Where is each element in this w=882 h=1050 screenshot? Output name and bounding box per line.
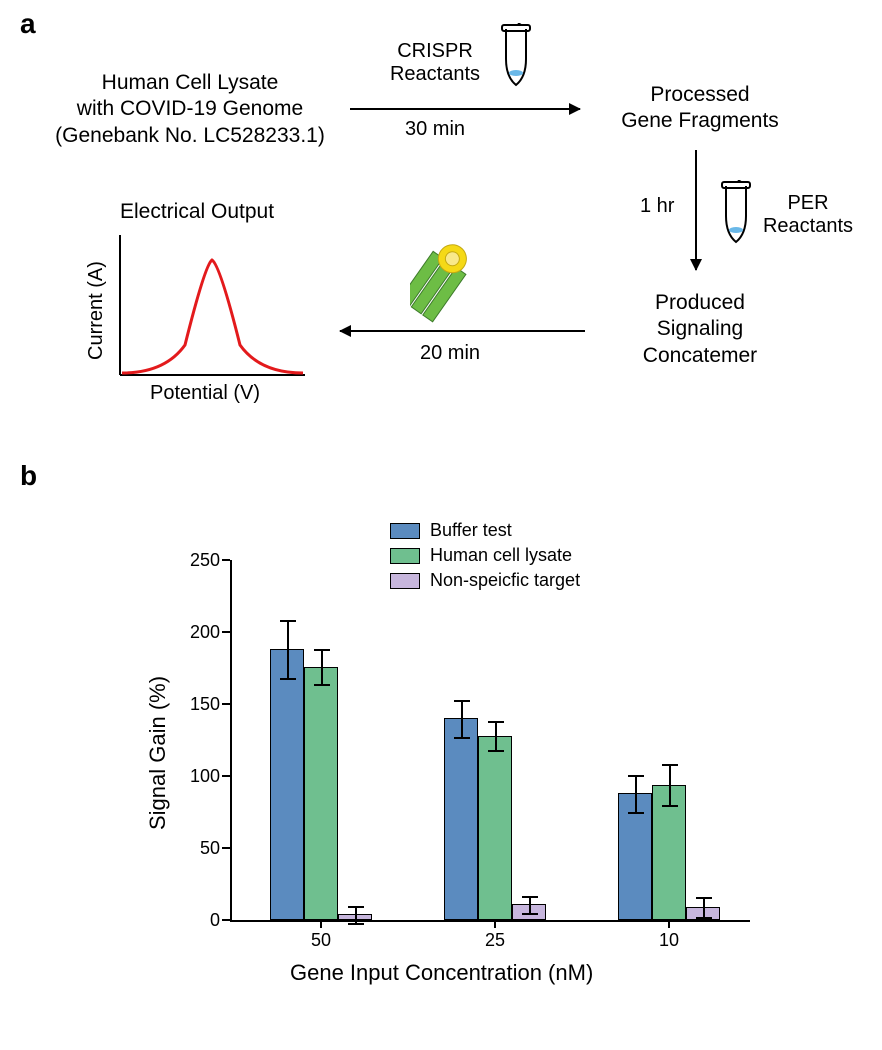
y-tick <box>222 559 230 561</box>
processed-text: Processed Gene Fragments <box>600 82 800 135</box>
error-cap <box>348 906 364 908</box>
x-tick-label: 25 <box>475 930 515 951</box>
y-tick <box>222 631 230 633</box>
error-bar <box>495 721 497 750</box>
error-bar <box>355 906 357 923</box>
y-tick-label: 150 <box>170 694 220 715</box>
error-cap <box>280 620 296 622</box>
y-axis <box>230 560 232 920</box>
bar <box>270 649 304 920</box>
error-bar <box>703 897 705 917</box>
error-cap <box>696 917 712 919</box>
x-tick <box>320 920 322 928</box>
panel-a-label: a <box>20 8 36 40</box>
y-tick <box>222 703 230 705</box>
arrow-crispr <box>350 108 580 110</box>
per-line2: Reactants <box>758 215 858 238</box>
y-tick <box>222 775 230 777</box>
y-tick-label: 50 <box>170 838 220 859</box>
processed-line1: Processed <box>600 82 800 108</box>
error-bar <box>287 620 289 678</box>
y-tick <box>222 919 230 921</box>
electrical-output-title: Electrical Output <box>120 200 274 224</box>
crispr-label: CRISPR Reactants <box>380 40 490 86</box>
produced-line1: Produced <box>600 290 800 316</box>
error-cap <box>488 750 504 752</box>
error-cap <box>522 913 538 915</box>
y-tick <box>222 847 230 849</box>
y-tick-label: 250 <box>170 550 220 571</box>
x-tick <box>494 920 496 928</box>
lysate-line2: with COVID-19 Genome <box>40 96 340 122</box>
chart-xlabel: Gene Input Concentration (nM) <box>290 960 593 986</box>
x-tick-label: 50 <box>301 930 341 951</box>
error-cap <box>488 721 504 723</box>
error-cap <box>628 775 644 777</box>
error-cap <box>314 649 330 651</box>
per-label: PER Reactants <box>758 192 858 238</box>
error-cap <box>696 897 712 899</box>
processed-line2: Gene Fragments <box>600 108 800 134</box>
crispr-line1: CRISPR <box>380 40 490 63</box>
per-line1: PER <box>758 192 858 215</box>
signal-gain-chart: 050100150200250 502510 <box>160 560 760 960</box>
error-cap <box>454 737 470 739</box>
lysate-line1: Human Cell Lysate <box>40 70 340 96</box>
tube-icon-per <box>718 180 754 240</box>
lysate-text: Human Cell Lysate with COVID-19 Genome (… <box>40 70 340 149</box>
error-cap <box>314 684 330 686</box>
error-bar <box>529 896 531 913</box>
produced-text: Produced Signaling Concatemer <box>600 290 800 369</box>
arrow-electrode <box>340 330 585 332</box>
bar <box>478 736 512 920</box>
legend-row-buffer: Buffer test <box>390 520 580 541</box>
tube-icon-crispr <box>498 23 534 83</box>
y-tick-label: 0 <box>170 910 220 931</box>
electrode-icon <box>410 243 480 330</box>
curve-xlabel: Potential (V) <box>150 382 260 405</box>
error-cap <box>662 805 678 807</box>
label-1hr: 1 hr <box>640 195 674 218</box>
error-cap <box>348 923 364 925</box>
x-tick-label: 10 <box>649 930 689 951</box>
bar <box>444 718 478 920</box>
error-cap <box>628 812 644 814</box>
error-cap <box>522 896 538 898</box>
legend-swatch-buffer <box>390 523 420 539</box>
error-cap <box>662 764 678 766</box>
label-30min: 30 min <box>405 118 465 141</box>
label-20min: 20 min <box>420 342 480 365</box>
panel-b-label: b <box>20 460 37 492</box>
current-potential-chart <box>90 225 320 400</box>
error-cap <box>280 678 296 680</box>
error-bar <box>461 700 463 737</box>
y-tick-label: 100 <box>170 766 220 787</box>
crispr-line2: Reactants <box>380 63 490 86</box>
legend-label-buffer: Buffer test <box>430 520 512 541</box>
produced-line3: Concatemer <box>600 343 800 369</box>
error-cap <box>454 700 470 702</box>
chart-ylabel: Signal Gain (%) <box>145 676 171 830</box>
curve-ylabel: Current (A) <box>85 261 108 360</box>
produced-line2: Signaling <box>600 316 800 342</box>
x-tick <box>668 920 670 928</box>
error-bar <box>321 649 323 684</box>
bar <box>304 667 338 920</box>
x-axis <box>230 920 750 922</box>
y-tick-label: 200 <box>170 622 220 643</box>
arrow-per <box>695 150 697 270</box>
error-bar <box>669 764 671 804</box>
error-bar <box>635 775 637 812</box>
lysate-line3: (Genebank No. LC528233.1) <box>40 123 340 149</box>
